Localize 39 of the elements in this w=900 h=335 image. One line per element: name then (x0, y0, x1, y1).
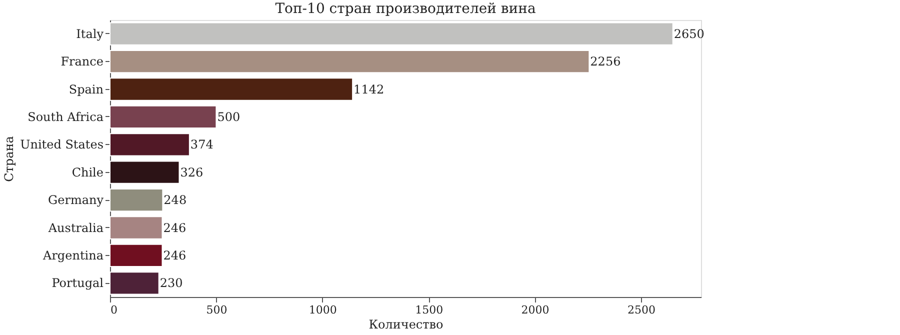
y-tick-label: Spain (68, 82, 104, 96)
data-label: 246 (163, 248, 186, 262)
y-tick-label: Germany (48, 193, 104, 208)
y-tick-label: France (60, 54, 104, 69)
bar (110, 78, 354, 101)
y-tick-label: Australia (47, 220, 104, 235)
x-tick-label: 500 (206, 304, 228, 316)
data-label: 326 (180, 165, 204, 180)
data-label: 500 (217, 110, 240, 124)
data-label: 374 (190, 138, 214, 152)
data-label: 2650 (674, 26, 704, 41)
x-tick-label: 1500 (415, 304, 444, 316)
chart-title: Топ-10 стран производителей вина (275, 1, 536, 17)
y-tick-label: South Africa (28, 110, 104, 124)
x-tick-label: 0 (110, 304, 118, 316)
data-label: 248 (164, 193, 187, 208)
data-label: 1142 (354, 82, 384, 96)
data-label: 246 (163, 220, 186, 235)
bar (110, 105, 217, 129)
bar (110, 244, 163, 268)
x-axis-title: Количество (368, 318, 444, 332)
bar (110, 50, 590, 74)
data-label: 230 (160, 276, 183, 290)
bar (110, 272, 160, 295)
y-tick-label: Argentina (42, 248, 104, 262)
bar (110, 216, 163, 240)
y-tick-label: Chile (72, 165, 104, 180)
bar (110, 188, 164, 212)
data-label: 2256 (590, 54, 621, 69)
x-tick-label: 1000 (308, 304, 337, 316)
bar (110, 160, 180, 184)
x-tick-label: 2000 (521, 304, 550, 316)
bar (110, 133, 190, 156)
x-tick-label: 2500 (627, 304, 656, 316)
bar (110, 22, 674, 46)
y-tick-label: Portugal (52, 276, 104, 290)
y-axis-title: Страна (2, 136, 16, 182)
y-tick-label: Italy (76, 26, 104, 41)
y-tick-label: United States (20, 138, 104, 152)
